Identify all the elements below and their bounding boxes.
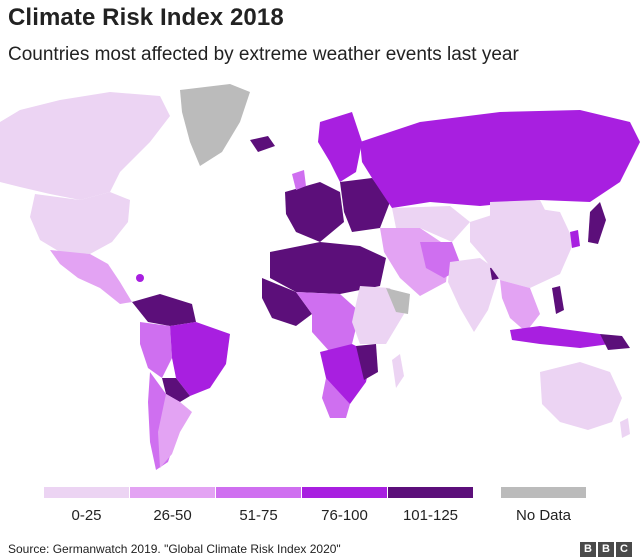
legend-swatch-51-75 bbox=[216, 487, 301, 498]
legend-swatch-0-25 bbox=[44, 487, 129, 498]
region-china bbox=[470, 206, 574, 288]
region-indonesia bbox=[510, 326, 610, 348]
region-east-africa bbox=[352, 286, 404, 344]
legend-label-76-100: 76-100 bbox=[321, 507, 368, 524]
chart-title: Climate Risk Index 2018 bbox=[8, 4, 284, 31]
region-mozambique bbox=[356, 344, 378, 380]
region-brazil bbox=[170, 322, 230, 396]
region-japan bbox=[588, 202, 606, 244]
region-central-africa bbox=[296, 292, 360, 352]
footer: Source: Germanwatch 2019. "Global Climat… bbox=[0, 540, 640, 560]
bbc-logo: B B C bbox=[580, 542, 632, 557]
legend-label-101-125: 101-125 bbox=[402, 507, 459, 524]
region-north-africa bbox=[270, 242, 386, 294]
logo-letter: C bbox=[616, 542, 632, 557]
region-argentina bbox=[158, 394, 192, 468]
region-west-africa bbox=[262, 278, 312, 326]
region-russia bbox=[360, 110, 640, 208]
region-new-zealand bbox=[620, 418, 630, 438]
legend-label-0-25: 0-25 bbox=[71, 507, 102, 524]
region-caribbean bbox=[136, 274, 144, 282]
legend: 0-25 26-50 51-75 76-100 101-125 No Data bbox=[44, 487, 589, 527]
source-note: Source: Germanwatch 2019. "Global Climat… bbox=[8, 542, 341, 556]
region-south-africa bbox=[322, 378, 350, 418]
region-southeast-asia bbox=[500, 280, 540, 332]
region-philippines bbox=[552, 286, 564, 314]
region-uk bbox=[292, 170, 306, 190]
legend-label-51-75: 51-75 bbox=[239, 507, 278, 524]
region-scandinavia bbox=[318, 112, 362, 182]
region-mexico bbox=[50, 250, 132, 304]
region-peru-ecuador bbox=[140, 322, 172, 378]
world-map bbox=[0, 84, 640, 470]
region-mongolia bbox=[490, 200, 548, 222]
region-bolivia bbox=[162, 378, 190, 402]
region-colombia-venezuela bbox=[132, 294, 196, 326]
chart-subtitle: Countries most affected by extreme weath… bbox=[8, 44, 519, 65]
legend-swatch-26-50 bbox=[130, 487, 215, 498]
region-papua bbox=[600, 334, 630, 350]
logo-letter: B bbox=[598, 542, 614, 557]
region-usa bbox=[30, 192, 130, 254]
region-kazakhstan bbox=[392, 206, 470, 242]
region-iceland bbox=[250, 136, 275, 152]
legend-swatch-76-100 bbox=[302, 487, 387, 498]
region-madagascar bbox=[392, 354, 404, 388]
legend-swatch-no-data bbox=[501, 487, 586, 498]
legend-label-26-50: 26-50 bbox=[153, 507, 192, 524]
logo-letter: B bbox=[580, 542, 596, 557]
legend-swatch-101-125 bbox=[388, 487, 473, 498]
region-australia bbox=[540, 362, 622, 430]
region-western-europe bbox=[285, 182, 344, 242]
region-india bbox=[448, 258, 500, 332]
region-horn-of-africa bbox=[386, 288, 410, 314]
region-north-america-north bbox=[0, 92, 170, 200]
legend-label-no-data: No Data bbox=[515, 507, 572, 524]
region-korea bbox=[570, 230, 580, 248]
region-greenland bbox=[180, 84, 250, 166]
region-eastern-europe bbox=[340, 178, 390, 232]
